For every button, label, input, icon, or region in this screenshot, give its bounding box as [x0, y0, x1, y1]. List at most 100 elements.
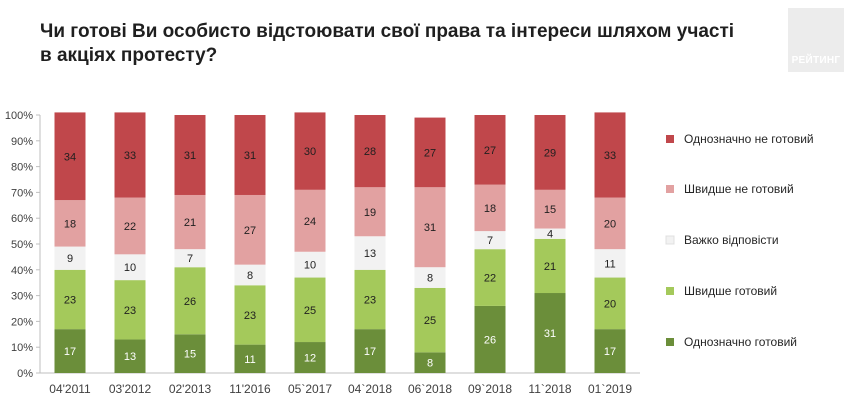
data-label: 8: [427, 273, 433, 285]
bar-segment: [114, 280, 146, 340]
data-label: 10: [124, 262, 136, 274]
bar-segment: [594, 329, 626, 373]
data-label: 31: [424, 222, 436, 234]
x-tick-label: 04`2018: [348, 382, 392, 396]
data-label: 31: [184, 150, 196, 162]
x-tick-label: 11`2018: [528, 382, 571, 396]
x-tick-label: 09`2018: [468, 382, 512, 396]
data-label: 30: [304, 146, 316, 158]
data-label: 23: [124, 305, 136, 317]
data-label: 8: [427, 358, 433, 370]
bar-segment: [54, 246, 86, 270]
legend-label: Швидше готовий: [684, 284, 777, 298]
data-label: 24: [304, 216, 316, 228]
bar-segment: [174, 249, 206, 268]
data-label: 26: [484, 334, 496, 346]
bar-segment: [174, 115, 206, 195]
data-label: 22: [124, 221, 136, 233]
data-label: 25: [424, 315, 436, 327]
bar-segment: [414, 187, 446, 268]
bar-segment: [474, 184, 506, 232]
data-label: 10: [304, 260, 316, 272]
data-label: 27: [484, 145, 496, 157]
data-label: 31: [244, 150, 256, 162]
legend-label: Однозначно не готовий: [684, 132, 814, 146]
bar-segment: [294, 251, 326, 278]
bar-segment: [534, 228, 566, 239]
bar-segment: [474, 115, 506, 185]
y-tick-label: 50%: [11, 239, 33, 251]
y-tick-label: 30%: [11, 291, 33, 303]
data-label: 8: [247, 270, 253, 282]
y-tick-label: 100%: [5, 110, 33, 122]
data-label: 19: [364, 207, 376, 219]
data-label: 9: [67, 253, 73, 265]
logo-text: РЕЙТИНГ: [791, 55, 841, 66]
chart-title: Чи готові Ви особисто відстоювати свої п…: [40, 21, 735, 66]
bar-segment: [234, 264, 266, 286]
data-label: 33: [604, 150, 616, 162]
bar-segment: [534, 293, 566, 373]
data-label: 26: [184, 296, 196, 308]
bar-segment: [234, 194, 266, 265]
data-label: 23: [64, 294, 76, 306]
bar-segment: [354, 187, 386, 237]
x-tick-label: 02'2013: [169, 382, 212, 396]
data-label: 27: [244, 225, 256, 237]
bar-segment: [174, 334, 206, 373]
bar-segment: [354, 115, 386, 188]
y-tick-label: 90%: [11, 136, 33, 148]
data-label: 20: [604, 218, 616, 230]
bar-segment: [474, 249, 506, 306]
y-tick-label: 70%: [11, 187, 33, 199]
bar-segment: [54, 329, 86, 373]
bar-segment: [234, 285, 266, 345]
data-label: 23: [244, 310, 256, 322]
data-label: 7: [487, 235, 493, 247]
data-label: 15: [184, 349, 196, 361]
bar-segment: [414, 287, 446, 353]
legend-swatch: [666, 185, 674, 193]
bar-segment: [234, 115, 266, 195]
data-label: 17: [64, 346, 76, 358]
rating-logo: РЕЙТИНГ: [788, 8, 844, 72]
legend-swatch: [666, 338, 674, 346]
data-label: 18: [484, 203, 496, 215]
bar-segment: [474, 231, 506, 250]
bar-segment: [474, 305, 506, 373]
data-label: 21: [544, 261, 556, 273]
y-tick-label: 0%: [17, 368, 33, 380]
bar-segment: [594, 112, 626, 198]
data-label: 20: [604, 298, 616, 310]
data-label: 4: [547, 229, 553, 241]
bar-segment: [114, 197, 146, 255]
bar-segment: [174, 267, 206, 335]
data-label: 17: [604, 346, 616, 358]
bar-segment: [354, 329, 386, 373]
legend-label: Однозначно готовий: [684, 335, 797, 349]
bar-segment: [294, 112, 326, 190]
bar-segment: [54, 200, 86, 247]
bar-segment: [234, 344, 266, 373]
bar-segment: [54, 269, 86, 330]
x-tick-label: 06`2018: [408, 382, 452, 396]
data-label: 33: [124, 150, 136, 162]
bar-segment: [294, 277, 326, 343]
bar-segment: [114, 112, 146, 198]
x-tick-label: 03'2012: [109, 382, 152, 396]
data-label: 18: [64, 218, 76, 230]
bar-segment: [594, 277, 626, 330]
y-tick-label: 20%: [11, 316, 33, 328]
x-tick-label: 01`2019: [588, 382, 632, 396]
legend-swatch: [666, 135, 674, 143]
data-label: 21: [184, 217, 196, 229]
data-label: 11: [244, 354, 255, 366]
data-label: 12: [304, 353, 316, 365]
legend-swatch: [665, 235, 675, 245]
bar-segment: [114, 254, 146, 281]
y-tick-label: 80%: [11, 162, 33, 174]
data-label: 25: [304, 305, 316, 317]
y-tick-label: 60%: [11, 213, 33, 225]
bar-segment: [414, 267, 446, 288]
